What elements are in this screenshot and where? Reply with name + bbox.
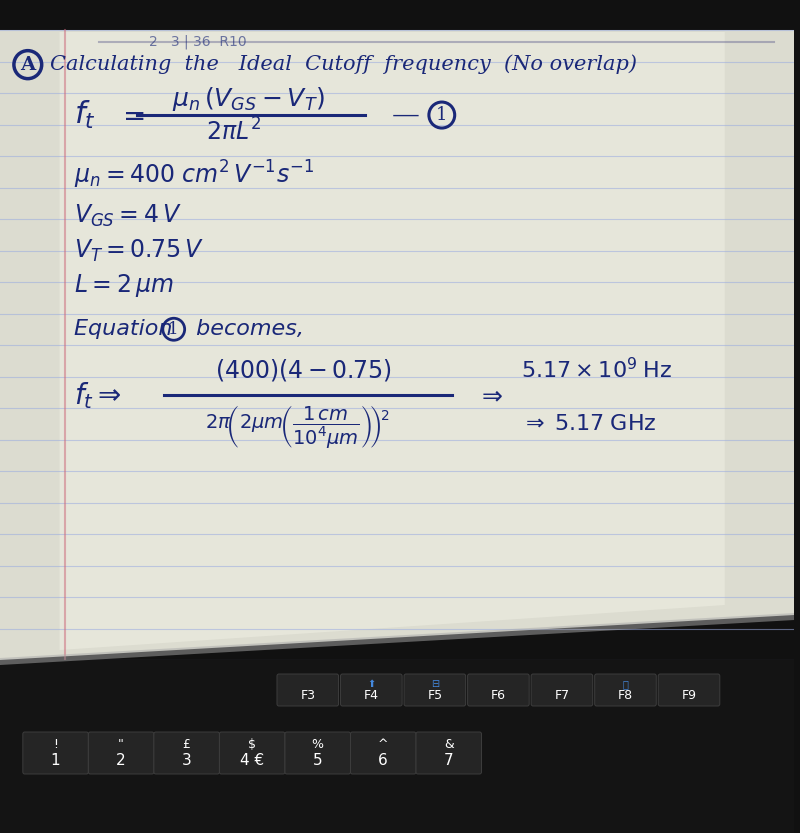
Polygon shape <box>0 30 794 660</box>
Text: $V_T = 0.75\,V$: $V_T = 0.75\,V$ <box>74 237 205 263</box>
Text: 7: 7 <box>444 753 454 768</box>
FancyBboxPatch shape <box>416 732 482 774</box>
Text: 1: 1 <box>169 321 179 337</box>
FancyBboxPatch shape <box>658 674 720 706</box>
Text: $f_t$: $f_t$ <box>74 99 96 131</box>
Text: ⬆: ⬆ <box>367 679 375 689</box>
Text: F6: F6 <box>491 689 506 701</box>
FancyBboxPatch shape <box>404 674 466 706</box>
Text: ^: ^ <box>378 738 389 751</box>
Text: $: $ <box>248 738 256 751</box>
Text: $\Rightarrow$: $\Rightarrow$ <box>477 384 503 407</box>
Text: ⬜: ⬜ <box>622 679 629 689</box>
Bar <box>0 660 794 833</box>
FancyBboxPatch shape <box>219 732 285 774</box>
Polygon shape <box>59 32 725 650</box>
Text: ": " <box>118 738 124 751</box>
Text: $2\pi L^2$: $2\pi L^2$ <box>206 119 261 146</box>
FancyBboxPatch shape <box>285 732 350 774</box>
Text: F8: F8 <box>618 689 633 701</box>
Text: 2: 2 <box>116 753 126 768</box>
Text: A: A <box>20 56 35 73</box>
Text: 4 €: 4 € <box>240 753 264 768</box>
Text: becomes,: becomes, <box>189 319 304 339</box>
Text: F7: F7 <box>554 689 570 701</box>
Text: 5: 5 <box>313 753 322 768</box>
Text: $L = 2\,\mu m$: $L = 2\,\mu m$ <box>74 272 174 299</box>
Text: $\mu_n\,(V_{GS} - V_T)$: $\mu_n\,(V_{GS} - V_T)$ <box>172 85 325 113</box>
FancyBboxPatch shape <box>594 674 656 706</box>
FancyBboxPatch shape <box>350 732 416 774</box>
Text: 1: 1 <box>436 106 447 124</box>
Text: $5.17\times10^9\;\mathrm{Hz}$: $5.17\times10^9\;\mathrm{Hz}$ <box>522 357 673 383</box>
FancyBboxPatch shape <box>154 732 219 774</box>
Text: !: ! <box>53 738 58 751</box>
Text: $(400)(4 - 0.75)$: $(400)(4 - 0.75)$ <box>214 357 391 383</box>
Text: £: £ <box>182 738 190 751</box>
Text: ⊟: ⊟ <box>430 679 439 689</box>
Text: Calculating  the   Ideal  Cutoff  frequency  (No overlap): Calculating the Ideal Cutoff frequency (… <box>50 55 637 74</box>
Text: $\Rightarrow\;5.17\;\mathrm{GHz}$: $\Rightarrow\;5.17\;\mathrm{GHz}$ <box>522 412 657 435</box>
Text: F9: F9 <box>682 689 697 701</box>
Text: $V_{GS} = 4\,V$: $V_{GS} = 4\,V$ <box>74 202 182 229</box>
Text: —: — <box>392 102 420 128</box>
FancyBboxPatch shape <box>277 674 338 706</box>
Text: 3: 3 <box>182 753 191 768</box>
Text: %: % <box>312 738 324 751</box>
Text: $f_t \Rightarrow$: $f_t \Rightarrow$ <box>74 380 122 411</box>
FancyBboxPatch shape <box>531 674 593 706</box>
Text: 2   3 | 36  R10: 2 3 | 36 R10 <box>149 34 246 48</box>
Text: &: & <box>444 738 454 751</box>
FancyBboxPatch shape <box>88 732 154 774</box>
Text: 1: 1 <box>50 753 61 768</box>
Text: $\mu_n = 400\;cm^2\,V^{-1}s^{-1}$: $\mu_n = 400\;cm^2\,V^{-1}s^{-1}$ <box>74 159 315 191</box>
Text: F4: F4 <box>364 689 379 701</box>
Text: 6: 6 <box>378 753 388 768</box>
FancyBboxPatch shape <box>23 732 88 774</box>
FancyBboxPatch shape <box>341 674 402 706</box>
Text: F5: F5 <box>427 689 442 701</box>
Text: $2\pi\!\left(2\mu m\!\left(\dfrac{1\,cm}{10^4\mu m}\right)\!\right)^{\!2}$: $2\pi\!\left(2\mu m\!\left(\dfrac{1\,cm}… <box>206 403 390 451</box>
FancyBboxPatch shape <box>468 674 529 706</box>
Text: F3: F3 <box>300 689 315 701</box>
Text: Equation: Equation <box>74 319 180 339</box>
Polygon shape <box>0 613 794 665</box>
Text: $=$: $=$ <box>117 102 145 128</box>
